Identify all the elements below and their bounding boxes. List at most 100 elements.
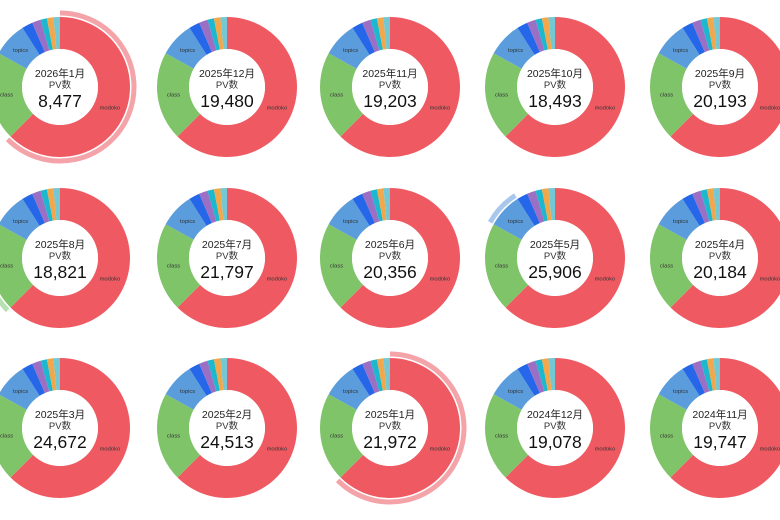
donut-segment-other-2[interactable] xyxy=(692,360,710,394)
donut-segment-other-3[interactable] xyxy=(535,18,548,51)
donut-segment-other-4[interactable] xyxy=(376,188,387,221)
donut-segment-other-5[interactable] xyxy=(220,358,227,391)
donut-segment-other-2[interactable] xyxy=(199,19,217,53)
donut-segment-topics[interactable] xyxy=(658,198,700,240)
donut-segment-other-5[interactable] xyxy=(548,358,555,391)
donut-segment-other-3[interactable] xyxy=(370,359,383,392)
donut-segment-class[interactable] xyxy=(650,53,694,137)
donut-segment-other-5[interactable] xyxy=(53,358,60,391)
donut-segment-other-2[interactable] xyxy=(692,190,710,224)
donut-segment-other-4[interactable] xyxy=(376,17,387,50)
donut-segment-modoko[interactable] xyxy=(340,188,461,328)
donut-segment-other-1[interactable] xyxy=(22,363,45,396)
donut-segment-other-4[interactable] xyxy=(706,17,717,50)
donut-segment-other-4[interactable] xyxy=(706,188,717,221)
donut-segment-other-3[interactable] xyxy=(700,359,713,392)
donut-segment-other-1[interactable] xyxy=(352,363,375,396)
donut-segment-topics[interactable] xyxy=(0,198,40,240)
donut-segment-modoko[interactable] xyxy=(177,17,298,157)
donut-segment-class[interactable] xyxy=(157,224,201,308)
donut-segment-class[interactable] xyxy=(157,53,201,137)
donut-segment-modoko[interactable] xyxy=(505,188,625,328)
donut-segment-other-1[interactable] xyxy=(517,22,540,55)
donut-segment-other-5[interactable] xyxy=(53,188,60,221)
donut-segment-other-2[interactable] xyxy=(362,19,380,53)
donut-segment-class[interactable] xyxy=(320,53,364,137)
donut-segment-other-5[interactable] xyxy=(713,358,720,391)
donut-segment-topics[interactable] xyxy=(328,27,370,69)
donut-segment-class[interactable] xyxy=(485,224,529,308)
donut-segment-other-1[interactable] xyxy=(22,22,45,55)
donut-segment-other-2[interactable] xyxy=(362,190,380,224)
donut-segment-other-5[interactable] xyxy=(220,17,227,50)
donut-segment-topics[interactable] xyxy=(328,198,370,240)
donut-segment-other-5[interactable] xyxy=(383,188,390,221)
donut-segment-other-3[interactable] xyxy=(40,359,53,392)
donut-segment-other-5[interactable] xyxy=(220,188,227,221)
donut-segment-topics[interactable] xyxy=(493,368,535,410)
donut-segment-other-2[interactable] xyxy=(527,360,545,394)
donut-segment-modoko[interactable] xyxy=(670,188,780,328)
donut-segment-other-4[interactable] xyxy=(376,358,387,391)
donut-segment-modoko[interactable] xyxy=(177,358,297,498)
donut-segment-other-3[interactable] xyxy=(370,18,383,51)
donut-segment-other-3[interactable] xyxy=(700,18,713,51)
donut-segment-other-4[interactable] xyxy=(213,188,224,221)
donut-segment-topics[interactable] xyxy=(658,27,700,69)
donut-segment-modoko[interactable] xyxy=(340,358,461,499)
donut-segment-other-4[interactable] xyxy=(541,188,552,221)
donut-segment-other-3[interactable] xyxy=(700,189,713,222)
donut-segment-other-5[interactable] xyxy=(713,17,720,50)
donut-segment-class[interactable] xyxy=(320,224,364,308)
donut-segment-modoko[interactable] xyxy=(505,17,625,157)
donut-segment-other-4[interactable] xyxy=(46,17,57,50)
donut-segment-modoko[interactable] xyxy=(10,17,130,157)
donut-segment-topics[interactable] xyxy=(0,27,40,69)
donut-segment-other-1[interactable] xyxy=(517,193,540,226)
donut-segment-other-2[interactable] xyxy=(199,360,217,394)
donut-segment-modoko[interactable] xyxy=(670,17,780,157)
donut-segment-other-4[interactable] xyxy=(213,358,224,391)
donut-segment-class[interactable] xyxy=(485,53,529,137)
donut-segment-other-1[interactable] xyxy=(682,22,705,55)
donut-segment-other-5[interactable] xyxy=(383,17,390,50)
donut-segment-other-3[interactable] xyxy=(40,18,53,51)
donut-segment-class[interactable] xyxy=(0,53,34,137)
donut-segment-other-5[interactable] xyxy=(53,17,60,50)
donut-segment-modoko[interactable] xyxy=(177,188,297,328)
donut-segment-other-1[interactable] xyxy=(682,193,705,226)
donut-segment-modoko[interactable] xyxy=(505,358,625,499)
donut-segment-other-2[interactable] xyxy=(32,360,50,394)
donut-segment-modoko[interactable] xyxy=(10,188,131,328)
donut-segment-other-5[interactable] xyxy=(713,188,720,221)
donut-segment-other-1[interactable] xyxy=(352,193,375,226)
donut-segment-class[interactable] xyxy=(320,394,364,478)
donut-segment-class[interactable] xyxy=(0,224,34,308)
donut-segment-other-1[interactable] xyxy=(352,22,375,55)
donut-segment-other-2[interactable] xyxy=(692,19,710,53)
donut-segment-other-3[interactable] xyxy=(40,189,53,222)
donut-segment-class[interactable] xyxy=(650,224,694,308)
donut-segment-other-5[interactable] xyxy=(548,188,555,221)
donut-segment-other-4[interactable] xyxy=(213,17,224,50)
donut-segment-other-1[interactable] xyxy=(189,193,212,226)
donut-segment-modoko[interactable] xyxy=(340,17,461,157)
donut-segment-topics[interactable] xyxy=(165,368,207,410)
donut-segment-topics[interactable] xyxy=(165,27,207,69)
donut-segment-other-1[interactable] xyxy=(189,22,212,55)
donut-segment-other-4[interactable] xyxy=(46,188,57,221)
donut-segment-other-4[interactable] xyxy=(541,358,552,391)
donut-segment-topics[interactable] xyxy=(328,368,370,410)
donut-segment-other-2[interactable] xyxy=(362,360,380,394)
